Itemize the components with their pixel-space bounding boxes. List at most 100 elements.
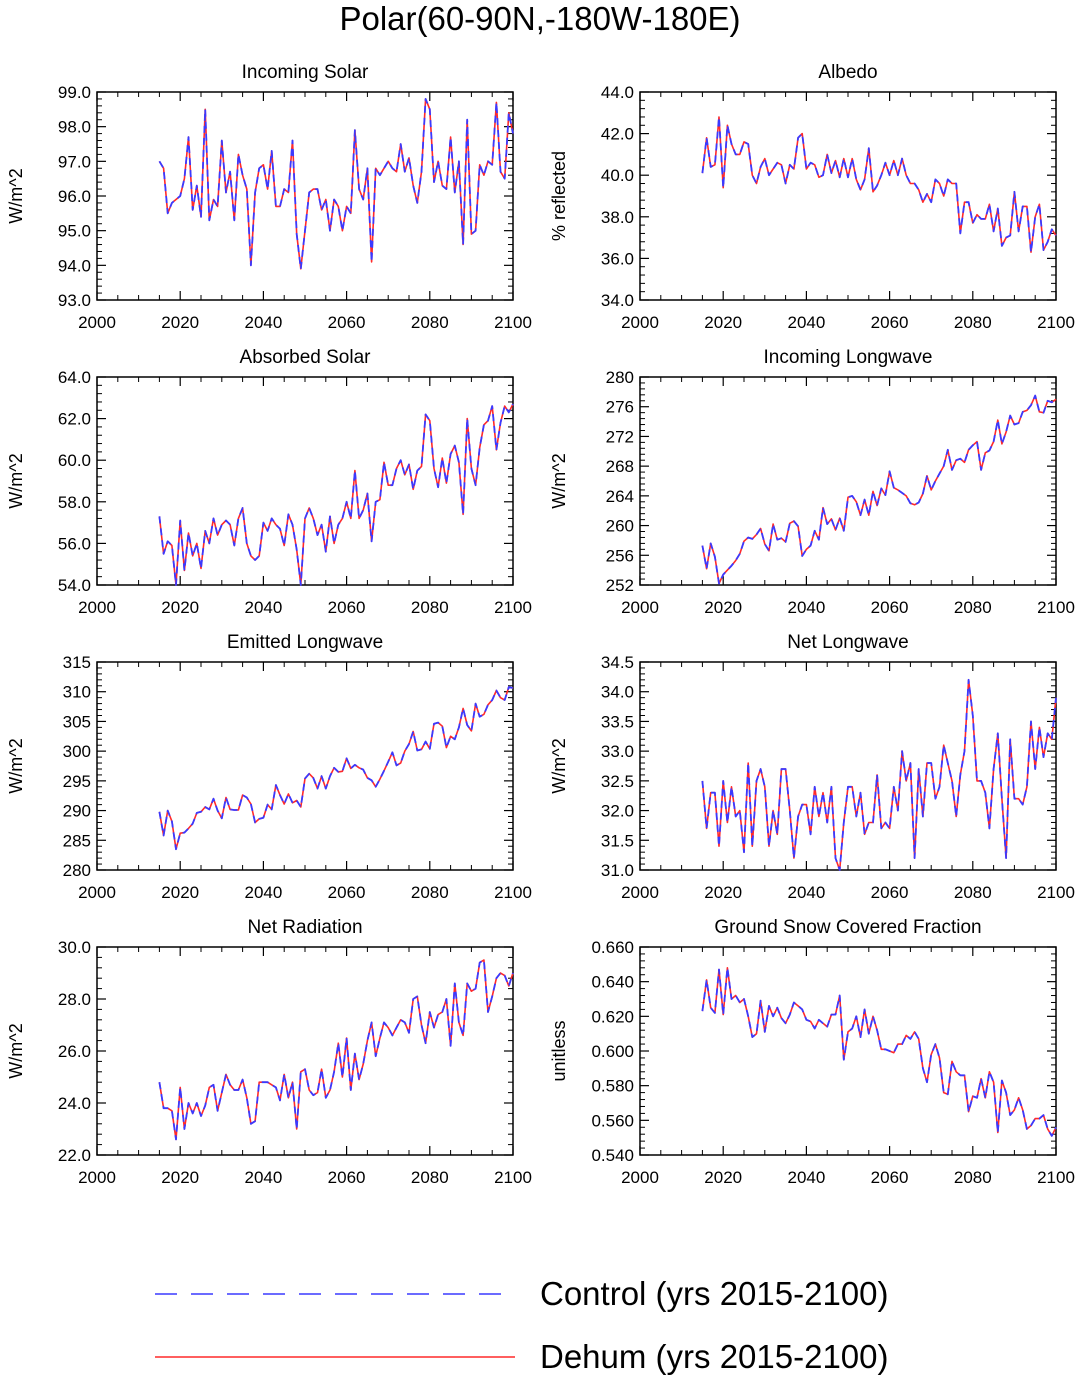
x-tick-label: 2100 <box>1037 883 1075 902</box>
y-tick-label: 34.0 <box>601 683 634 702</box>
y-tick-label: 272 <box>606 427 634 446</box>
y-tick-label: 256 <box>606 546 634 565</box>
x-tick-label: 2100 <box>494 313 532 332</box>
series-line-dehum <box>701 394 1057 585</box>
series-line-dehum <box>158 98 514 270</box>
y-tick-label: 38.0 <box>601 208 634 227</box>
y-tick-label: 285 <box>63 831 91 850</box>
x-tick-label: 2000 <box>78 1168 116 1187</box>
panel-title: Ground Snow Covered Fraction <box>714 917 981 938</box>
panels: Incoming Solar 2000 2020 2040 2060 2080 2100 93… <box>6 62 1075 1187</box>
y-tick-label: 62.0 <box>58 410 91 429</box>
x-tick-label: 2020 <box>161 883 199 902</box>
y-tick-label: 36.0 <box>601 249 634 268</box>
y-tick-label: 280 <box>63 861 91 880</box>
y-tick-label: 276 <box>606 398 634 417</box>
y-tick-label: 0.580 <box>591 1077 634 1096</box>
y-tick-label: 300 <box>63 742 91 761</box>
x-tick-label: 2040 <box>244 1168 282 1187</box>
panel-incoming-solar: Incoming Solar 2000 2020 2040 2060 2080 2100 93… <box>6 62 532 332</box>
y-tick-label: 0.640 <box>591 973 634 992</box>
panel-net-longwave: Net Longwave 2000 2020 2040 2060 2080 2100 31.0… <box>549 632 1075 902</box>
x-tick-label: 2020 <box>704 598 742 617</box>
plot-frame <box>96 376 514 586</box>
x-tick-label: 2000 <box>621 1168 659 1187</box>
y-tick-label: 33.0 <box>601 742 634 761</box>
panel-title: Net Longwave <box>787 632 908 653</box>
x-tick-label: 2100 <box>494 598 532 617</box>
y-tick-label: 40.0 <box>601 166 634 185</box>
panel-net-radiation: Net Radiation 2000 2020 2040 2060 2080 2100 22.… <box>6 917 532 1187</box>
y-tick-label: 98.0 <box>58 118 91 137</box>
y-tick-label: 31.5 <box>601 831 634 850</box>
series-line-dehum <box>158 686 514 851</box>
x-tick-label: 2080 <box>411 313 449 332</box>
series-line-control <box>701 678 1057 871</box>
series-line-dehum <box>701 678 1057 871</box>
x-tick-label: 2100 <box>1037 313 1075 332</box>
plot-frame <box>639 376 1057 586</box>
x-tick-label: 2000 <box>621 883 659 902</box>
x-tick-label: 2040 <box>787 1168 825 1187</box>
panel-title: Emitted Longwave <box>227 632 383 653</box>
y-tick-label: 34.5 <box>601 653 634 672</box>
y-tick-label: 94.0 <box>58 256 91 275</box>
series-line-control <box>158 686 514 851</box>
y-tick-label: 0.540 <box>591 1146 634 1165</box>
x-tick-label: 2100 <box>1037 1168 1075 1187</box>
x-tick-label: 2100 <box>1037 598 1075 617</box>
x-tick-label: 2020 <box>161 598 199 617</box>
plot-frame <box>639 91 1057 301</box>
y-tick-label: 64.0 <box>58 368 91 387</box>
y-tick-label: 33.5 <box>601 712 634 731</box>
y-tick-label: 28.0 <box>58 990 91 1009</box>
y-tick-label: 96.0 <box>58 187 91 206</box>
x-tick-label: 2060 <box>871 598 909 617</box>
y-tick-label: 24.0 <box>58 1094 91 1113</box>
x-tick-label: 2040 <box>244 598 282 617</box>
y-tick-label: 95.0 <box>58 222 91 241</box>
x-tick-label: 2080 <box>954 883 992 902</box>
x-tick-label: 2040 <box>787 883 825 902</box>
y-axis-label: W/m^2 <box>6 453 26 508</box>
y-tick-label: 32.5 <box>601 772 634 791</box>
panel-emitted-longwave: Emitted Longwave 2000 2020 2040 2060 2080 2100… <box>6 632 532 902</box>
plot-frame <box>96 661 514 871</box>
x-tick-label: 2100 <box>494 883 532 902</box>
y-tick-label: 31.0 <box>601 861 634 880</box>
x-tick-label: 2000 <box>78 598 116 617</box>
x-tick-label: 2080 <box>954 313 992 332</box>
panel-albedo: Albedo 2000 2020 2040 2060 2080 2100 34.0 36.0 38… <box>549 62 1075 332</box>
x-tick-label: 2000 <box>78 883 116 902</box>
panel-title: Albedo <box>818 62 877 83</box>
y-tick-label: 56.0 <box>58 534 91 553</box>
panel-title: Incoming Longwave <box>764 347 933 368</box>
x-tick-label: 2060 <box>328 883 366 902</box>
y-tick-label: 0.600 <box>591 1042 634 1061</box>
series-line-control <box>158 959 514 1141</box>
y-axis-label: W/m^2 <box>6 168 26 223</box>
y-tick-label: 32.0 <box>601 802 634 821</box>
legend-control-label: Control (yrs 2015-2100) <box>540 1275 889 1312</box>
x-tick-label: 2060 <box>871 313 909 332</box>
y-tick-label: 30.0 <box>58 938 91 957</box>
x-tick-label: 2000 <box>78 313 116 332</box>
x-tick-label: 2060 <box>871 1168 909 1187</box>
x-tick-label: 2080 <box>411 1168 449 1187</box>
y-tick-label: 34.0 <box>601 291 634 310</box>
plot-frame <box>96 91 514 301</box>
panel-incoming-longwave: Incoming Longwave 2000 2020 2040 2060 2080 210… <box>549 347 1075 617</box>
x-tick-label: 2020 <box>161 313 199 332</box>
y-tick-label: 60.0 <box>58 451 91 470</box>
panel-title: Net Radiation <box>247 917 362 938</box>
y-axis-label: W/m^2 <box>549 453 569 508</box>
legend: Control (yrs 2015-2100) Dehum (yrs 2015-… <box>155 1275 889 1375</box>
y-tick-label: 26.0 <box>58 1042 91 1061</box>
y-tick-label: 264 <box>606 487 634 506</box>
x-tick-label: 2060 <box>328 598 366 617</box>
y-tick-label: 97.0 <box>58 152 91 171</box>
series-line-control <box>701 394 1057 585</box>
series-line-dehum <box>701 966 1057 1137</box>
